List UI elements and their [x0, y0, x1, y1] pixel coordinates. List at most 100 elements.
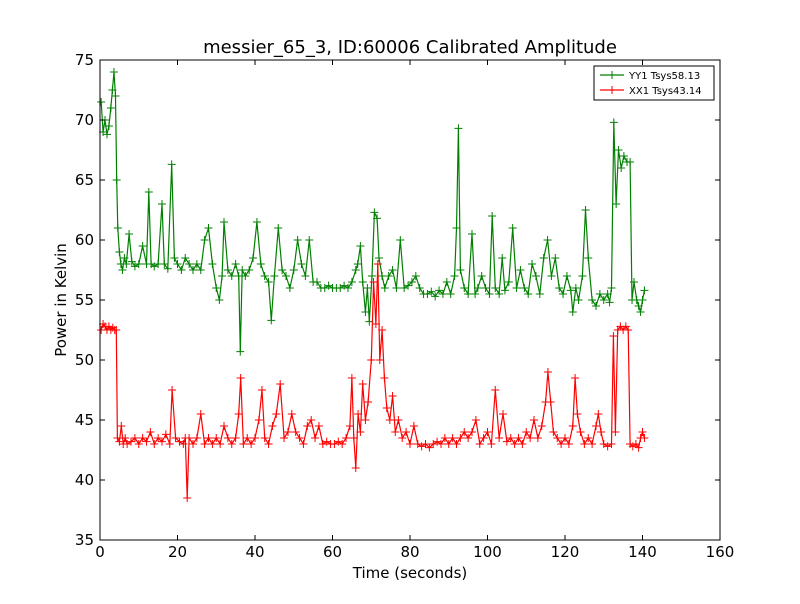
- data-point: [460, 284, 469, 292]
- y-tick-label: 60: [75, 231, 94, 249]
- data-point: [388, 392, 397, 400]
- data-point: [612, 200, 621, 208]
- data-point: [483, 428, 492, 436]
- data-point: [111, 92, 120, 100]
- data-point: [171, 434, 180, 442]
- data-point: [452, 224, 461, 232]
- data-point: [518, 440, 527, 448]
- data-point: [454, 124, 463, 133]
- x-axis-label: Time (seconds): [352, 564, 468, 582]
- data-point: [150, 440, 159, 448]
- data-point: [200, 236, 209, 244]
- data-point: [104, 322, 113, 331]
- data-point: [274, 224, 283, 232]
- data-point: [629, 278, 638, 286]
- data-point: [220, 218, 228, 226]
- data-point: [367, 356, 376, 364]
- data-point: [504, 278, 513, 286]
- x-tick-label: 0: [95, 543, 105, 561]
- x-tick-label: 140: [628, 543, 657, 561]
- data-point: [138, 434, 147, 442]
- data-point: [543, 236, 552, 244]
- data-point: [409, 422, 418, 430]
- data-point: [218, 272, 227, 280]
- data-point: [603, 290, 612, 298]
- data-point: [481, 284, 490, 292]
- data-point: [356, 428, 365, 436]
- data-point: [557, 440, 566, 448]
- data-point: [142, 437, 151, 446]
- data-point: [160, 260, 169, 268]
- data-point: [104, 122, 113, 130]
- series-xx1: [97, 260, 649, 502]
- data-point: [282, 272, 290, 280]
- data-point: [431, 292, 440, 301]
- data-point: [134, 260, 143, 268]
- data-point: [384, 272, 393, 280]
- data-point: [394, 416, 403, 424]
- data-point: [189, 440, 197, 448]
- data-point: [464, 290, 473, 298]
- data-point: [495, 290, 504, 298]
- data-point: [223, 434, 232, 442]
- data-point: [607, 284, 616, 292]
- data-point: [640, 286, 649, 295]
- data-point: [411, 272, 420, 280]
- data-point: [134, 440, 143, 448]
- data-point: [264, 278, 273, 286]
- x-tick-label: 60: [323, 543, 342, 561]
- data-point: [638, 428, 647, 436]
- data-point: [369, 278, 378, 286]
- data-point: [112, 176, 121, 184]
- x-tick-label: 160: [706, 543, 735, 561]
- data-point: [208, 260, 217, 268]
- data-point: [212, 284, 221, 292]
- data-point: [97, 98, 106, 106]
- data-point: [522, 428, 531, 436]
- data-point: [456, 434, 465, 442]
- data-point: [227, 272, 236, 280]
- data-point: [568, 422, 577, 430]
- data-point: [450, 272, 459, 280]
- data-point: [471, 290, 480, 298]
- data-point: [456, 266, 465, 274]
- data-point: [113, 224, 122, 232]
- data-point: [342, 434, 351, 442]
- data-point: [491, 284, 500, 292]
- y-tick-label: 50: [75, 351, 94, 369]
- y-tick-label: 55: [75, 291, 94, 309]
- plot-frame: [99, 59, 721, 541]
- data-point: [264, 440, 273, 448]
- data-point: [181, 254, 190, 262]
- data-point: [170, 254, 179, 262]
- data-point: [385, 416, 394, 424]
- data-point: [368, 272, 377, 280]
- data-point: [488, 212, 497, 220]
- data-point: [514, 434, 523, 442]
- data-point: [626, 158, 635, 166]
- data-point: [121, 434, 130, 442]
- data-point: [165, 440, 174, 448]
- data-point: [356, 242, 365, 250]
- data-point: [407, 278, 416, 286]
- data-point: [272, 410, 281, 418]
- data-point: [163, 264, 172, 273]
- data-point: [168, 386, 177, 394]
- data-point: [437, 440, 445, 448]
- data-point: [396, 236, 405, 244]
- data-point: [533, 434, 542, 442]
- data-point: [285, 284, 294, 292]
- data-point: [473, 284, 482, 292]
- data-point: [280, 434, 289, 442]
- data-point: [220, 422, 228, 430]
- data-point: [276, 380, 285, 388]
- data-point: [113, 434, 122, 442]
- x-tick-label: 80: [400, 543, 419, 561]
- data-point: [566, 286, 575, 295]
- data-point: [122, 260, 131, 268]
- data-point: [278, 266, 287, 274]
- data-point: [254, 416, 263, 424]
- data-point: [535, 290, 544, 298]
- data-point: [361, 308, 370, 316]
